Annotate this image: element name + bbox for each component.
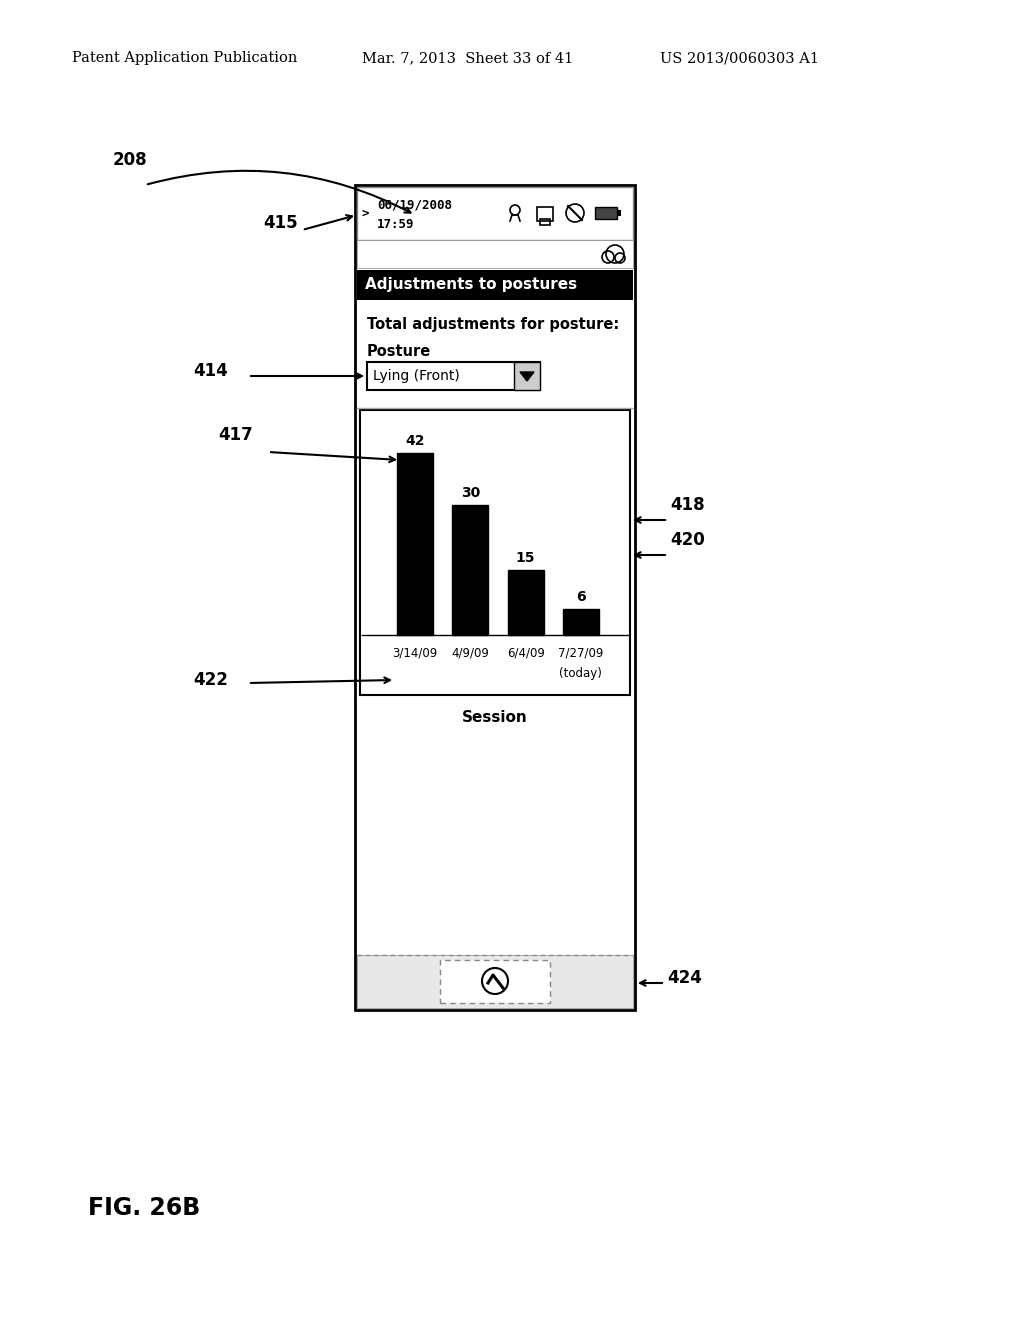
- Text: 422: 422: [193, 671, 228, 689]
- Bar: [595, 207, 617, 219]
- Text: (today): (today): [559, 667, 602, 680]
- Text: 06/19/2008: 06/19/2008: [377, 198, 452, 211]
- Text: 415: 415: [263, 214, 298, 232]
- Bar: [357, 954, 633, 1008]
- Text: 417: 417: [218, 426, 253, 444]
- Text: 42: 42: [406, 434, 425, 447]
- Text: 7/27/09: 7/27/09: [558, 647, 603, 660]
- Polygon shape: [520, 372, 534, 381]
- Bar: [563, 609, 599, 635]
- Text: 414: 414: [193, 362, 227, 380]
- Text: 3/14/09: 3/14/09: [392, 647, 438, 660]
- Text: 6/4/09: 6/4/09: [507, 647, 545, 660]
- Bar: [360, 411, 630, 696]
- Bar: [537, 207, 553, 220]
- Bar: [440, 960, 550, 1003]
- Bar: [357, 240, 633, 268]
- Text: 424: 424: [667, 969, 701, 987]
- Text: Total adjustments for posture:: Total adjustments for posture:: [367, 317, 620, 331]
- Text: 4/9/09: 4/9/09: [452, 647, 489, 660]
- Text: Mar. 7, 2013  Sheet 33 of 41: Mar. 7, 2013 Sheet 33 of 41: [362, 51, 573, 65]
- Bar: [397, 453, 433, 635]
- Text: Patent Application Publication: Patent Application Publication: [72, 51, 297, 65]
- Text: 420: 420: [670, 531, 705, 549]
- Bar: [355, 185, 635, 1010]
- Text: 208: 208: [113, 150, 147, 169]
- Text: Lying (Front): Lying (Front): [373, 370, 460, 383]
- Text: Posture: Posture: [367, 345, 431, 359]
- Bar: [617, 210, 621, 216]
- Text: 15: 15: [516, 550, 536, 565]
- Text: 17:59: 17:59: [377, 218, 415, 231]
- Text: 6: 6: [575, 590, 586, 605]
- Text: Session: Session: [462, 710, 528, 725]
- Bar: [508, 570, 544, 635]
- Text: 30: 30: [461, 486, 480, 500]
- Text: 418: 418: [670, 496, 705, 513]
- Text: FIG. 26B: FIG. 26B: [88, 1196, 201, 1220]
- Bar: [357, 187, 633, 240]
- Text: >: >: [362, 206, 370, 219]
- Bar: [540, 219, 550, 224]
- Bar: [514, 362, 540, 389]
- Bar: [357, 271, 633, 300]
- Bar: [453, 506, 488, 635]
- Bar: [367, 362, 540, 389]
- Text: US 2013/0060303 A1: US 2013/0060303 A1: [660, 51, 819, 65]
- Text: Adjustments to postures: Adjustments to postures: [365, 277, 578, 293]
